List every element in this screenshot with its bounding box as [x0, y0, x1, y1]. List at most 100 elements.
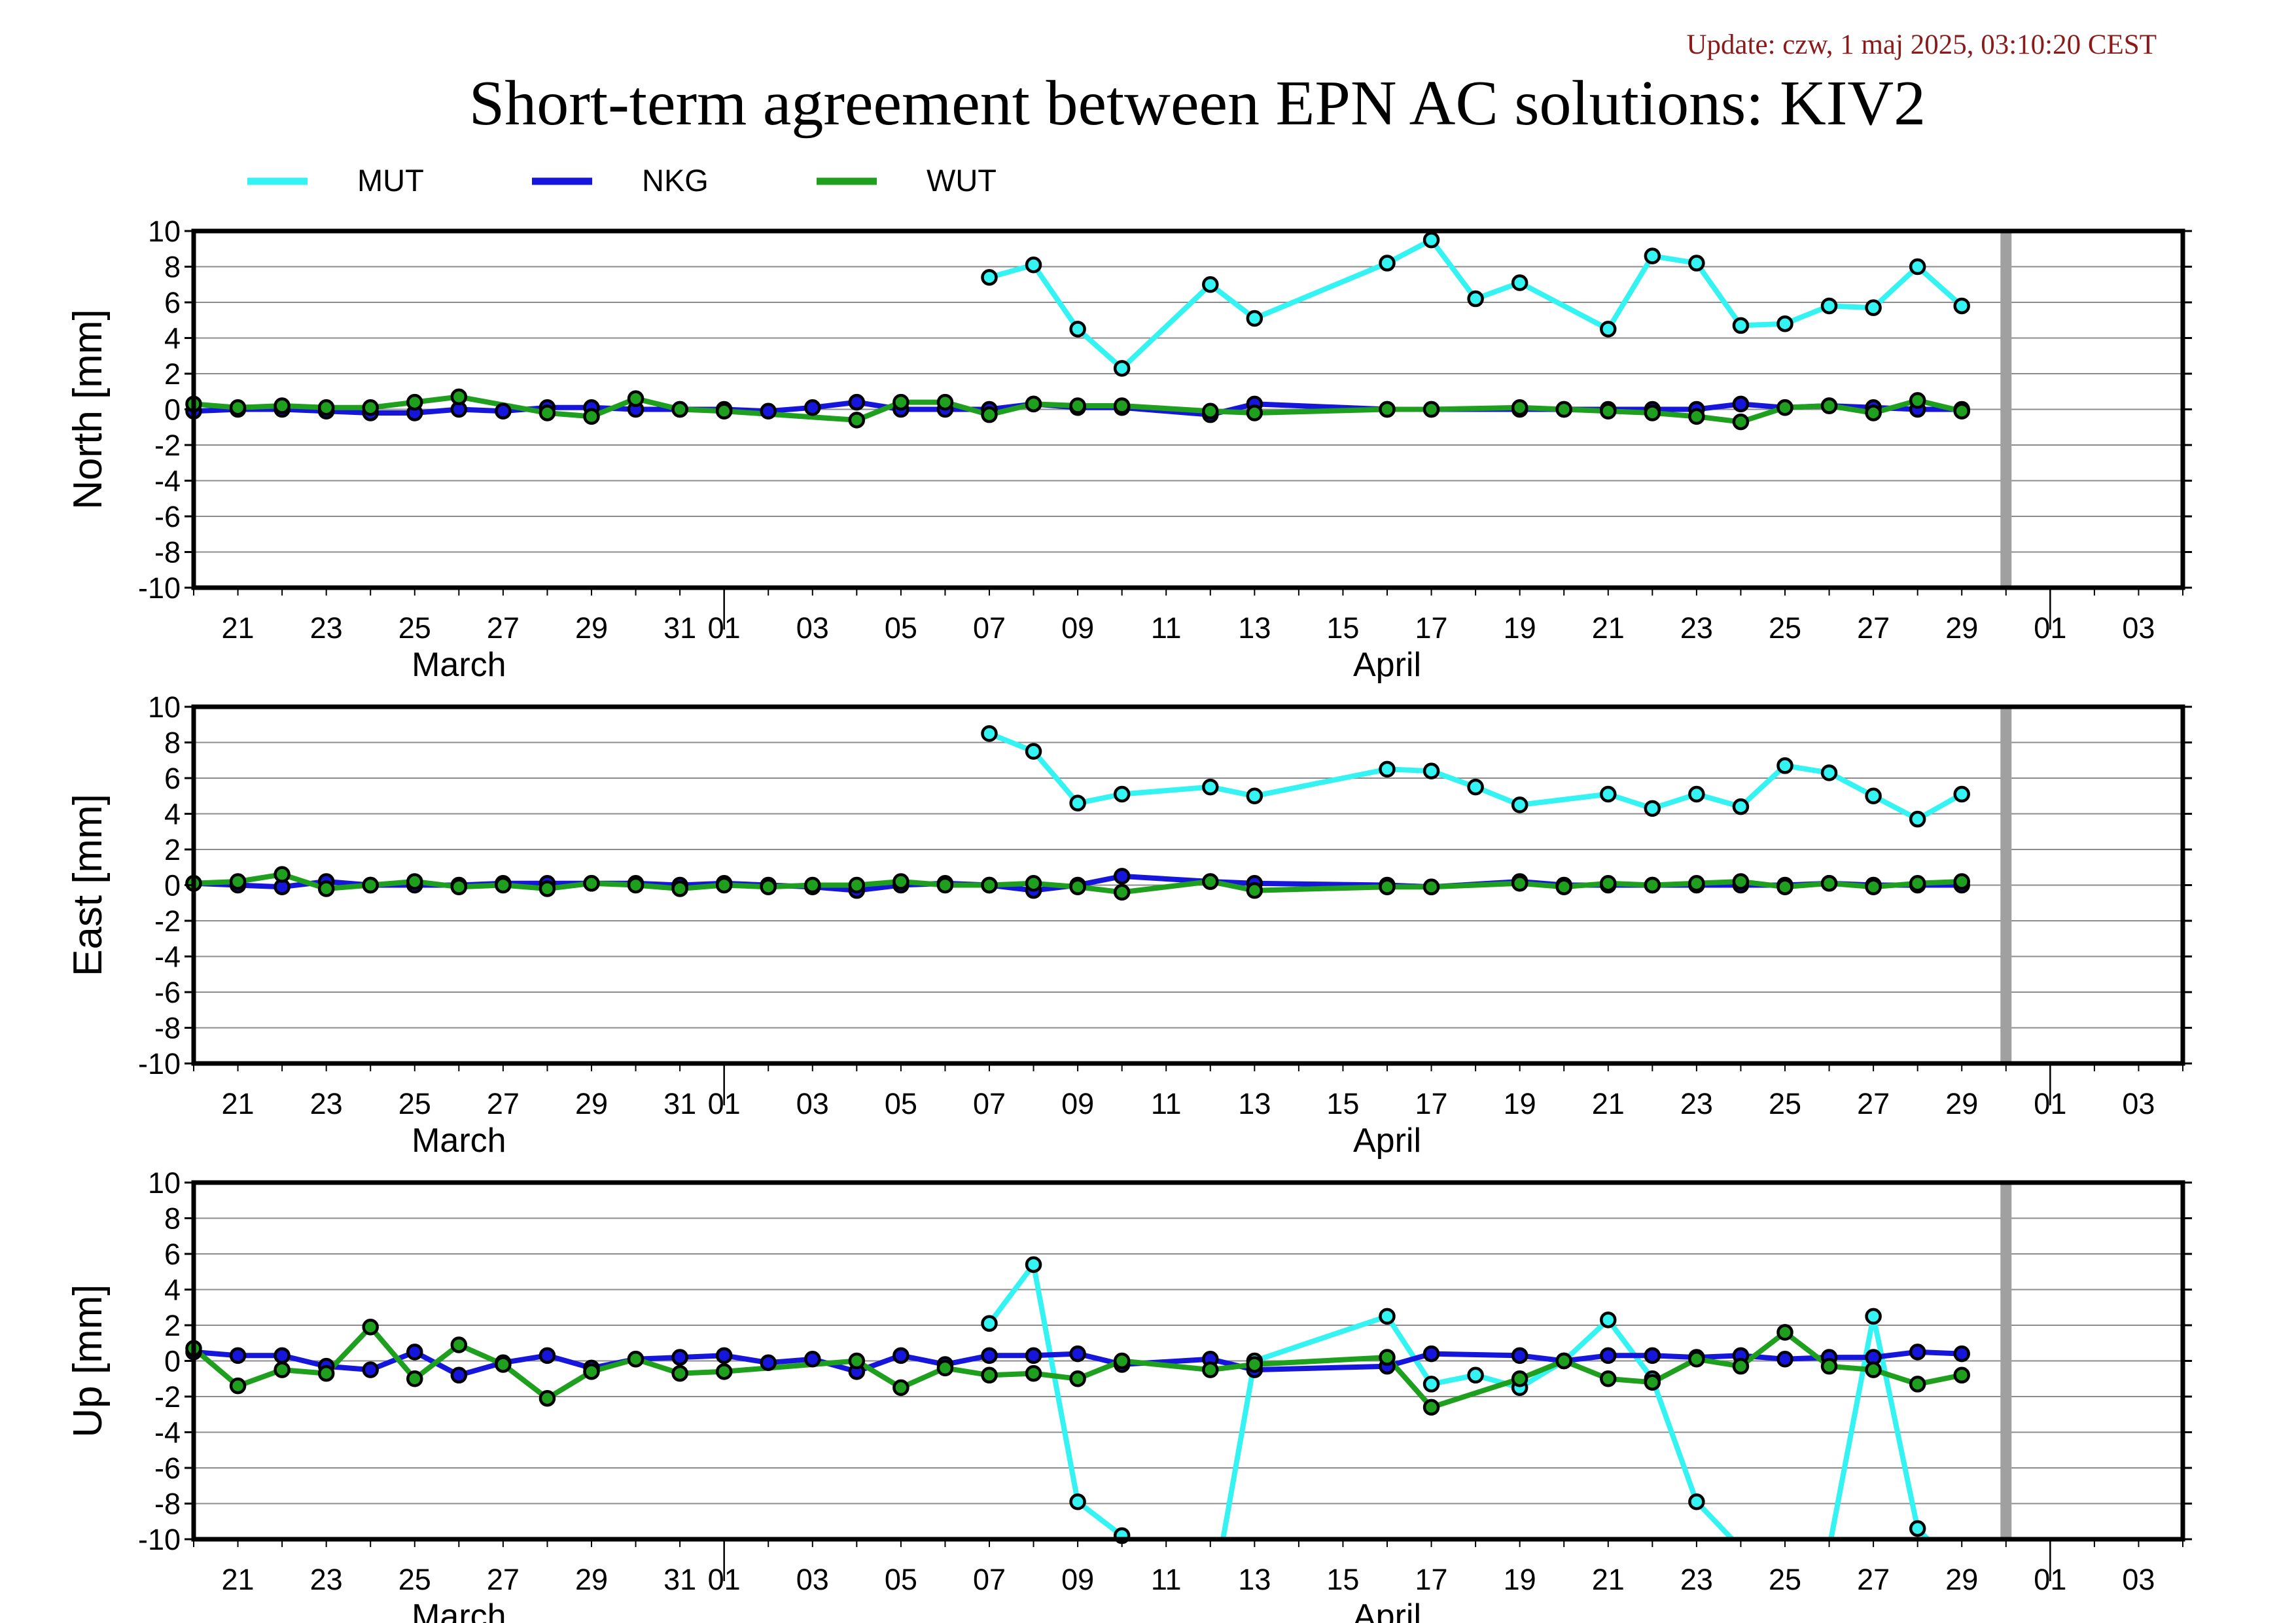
- data-point-wut: [1202, 402, 1219, 419]
- data-point-wut: [583, 875, 600, 892]
- y-tick-label: -10: [138, 571, 181, 605]
- data-point-nkg: [848, 393, 866, 411]
- data-point-wut: [892, 393, 910, 411]
- x-tick-label: 29: [1945, 1087, 1978, 1120]
- data-point-wut: [848, 412, 866, 429]
- data-point-nkg: [760, 1354, 777, 1371]
- data-point-wut: [1069, 1370, 1086, 1387]
- data-point-mut: [1069, 1493, 1086, 1510]
- data-point-wut: [1600, 875, 1617, 892]
- data-point-wut: [450, 1336, 468, 1353]
- y-tick-label: -6: [154, 976, 181, 1009]
- data-point-mut: [1688, 1493, 1705, 1510]
- x-tick-label: 23: [1680, 1563, 1713, 1596]
- x-tick-label: 01: [708, 611, 741, 645]
- data-point-wut: [627, 1351, 645, 1368]
- y-axis-label: North [mm]: [65, 309, 111, 510]
- data-point-nkg: [1600, 1347, 1617, 1364]
- x-tick-label: 01: [708, 1087, 741, 1120]
- data-point-mut: [1467, 1366, 1484, 1384]
- data-point-wut: [317, 399, 335, 416]
- data-point-nkg: [1025, 1347, 1042, 1364]
- data-point-wut: [715, 876, 733, 894]
- y-tick-label: -2: [154, 904, 181, 938]
- x-tick-label: 19: [1504, 611, 1536, 645]
- data-point-mut: [1688, 785, 1705, 803]
- x-tick-label: 29: [1945, 611, 1978, 645]
- x-tick-label: 25: [398, 611, 431, 645]
- x-tick-label: 07: [973, 1087, 1006, 1120]
- data-point-nkg: [981, 1347, 998, 1364]
- x-tick-label: 19: [1504, 1087, 1536, 1120]
- data-point-wut: [450, 388, 468, 406]
- y-tick-label: -8: [154, 536, 181, 569]
- data-point-wut: [1069, 397, 1086, 414]
- x-tick-label: 15: [1326, 1087, 1359, 1120]
- data-point-wut: [936, 393, 954, 411]
- x-tick-label: 25: [1769, 1563, 1801, 1596]
- data-point-wut: [1953, 1366, 1970, 1384]
- data-point-nkg: [715, 1347, 733, 1364]
- data-point-mut: [1202, 778, 1219, 796]
- data-point-wut: [362, 1318, 379, 1336]
- x-tick-label: 03: [2122, 1563, 2155, 1596]
- y-tick-label: -4: [154, 465, 181, 498]
- data-point-mut: [1909, 1520, 1926, 1537]
- data-point-wut: [848, 1352, 866, 1370]
- data-point-wut: [892, 1379, 910, 1397]
- x-tick-label: 07: [973, 611, 1006, 645]
- x-tick-label: 23: [1680, 611, 1713, 645]
- data-point-wut: [1511, 399, 1528, 416]
- y-tick-label: 6: [164, 1238, 181, 1271]
- x-month-label: March: [412, 1597, 506, 1623]
- data-point-wut: [627, 876, 645, 894]
- data-point-wut: [362, 876, 379, 894]
- data-point-mut: [1113, 360, 1131, 377]
- data-point-wut: [362, 399, 379, 416]
- x-tick-label: 27: [487, 611, 520, 645]
- x-tick-label: 09: [1061, 1087, 1094, 1120]
- data-point-wut: [1113, 397, 1131, 414]
- data-point-nkg: [804, 399, 821, 416]
- data-point-mut: [1865, 787, 1882, 804]
- data-point-wut: [1953, 873, 1970, 890]
- data-point-wut: [1644, 1374, 1661, 1391]
- data-point-mut: [1644, 247, 1661, 264]
- x-tick-label: 21: [1592, 1563, 1625, 1596]
- x-tick-label: 03: [796, 1087, 829, 1120]
- x-month-label: April: [1353, 646, 1421, 684]
- y-tick-label: -8: [154, 1012, 181, 1045]
- data-point-mut: [1511, 274, 1528, 291]
- x-tick-label: 17: [1415, 1087, 1448, 1120]
- x-tick-label: 01: [2034, 1563, 2066, 1596]
- y-tick-label: 8: [164, 251, 181, 284]
- data-point-wut: [1732, 413, 1750, 431]
- x-tick-label: 05: [885, 1563, 917, 1596]
- data-point-nkg: [1511, 1347, 1528, 1364]
- data-point-wut: [1776, 878, 1793, 895]
- data-point-wut: [1776, 399, 1793, 416]
- legend: MUT NKG WUT: [247, 163, 997, 198]
- y-tick-label: 2: [164, 1309, 181, 1342]
- data-point-mut: [1467, 778, 1484, 796]
- y-tick-label: 4: [164, 322, 181, 355]
- data-point-mut: [1865, 299, 1882, 316]
- data-point-mut: [981, 269, 998, 286]
- x-tick-label: 15: [1326, 611, 1359, 645]
- data-point-wut: [1025, 395, 1042, 413]
- data-point-mut: [1422, 231, 1440, 249]
- data-point-mut: [1953, 297, 1970, 315]
- y-tick-label: 10: [148, 690, 181, 724]
- x-tick-label: 25: [1769, 1087, 1801, 1120]
- data-point-wut: [627, 390, 645, 407]
- data-point-wut: [715, 1363, 733, 1380]
- y-tick-label: 6: [164, 762, 181, 795]
- data-point-wut: [1511, 875, 1528, 892]
- data-point-wut: [317, 1364, 335, 1382]
- y-tick-label: 8: [164, 1202, 181, 1236]
- data-point-mut: [1820, 764, 1838, 781]
- data-point-wut: [1820, 1357, 1838, 1375]
- data-point-wut: [1820, 397, 1838, 414]
- data-point-nkg: [1113, 868, 1131, 885]
- x-tick-label: 05: [885, 611, 917, 645]
